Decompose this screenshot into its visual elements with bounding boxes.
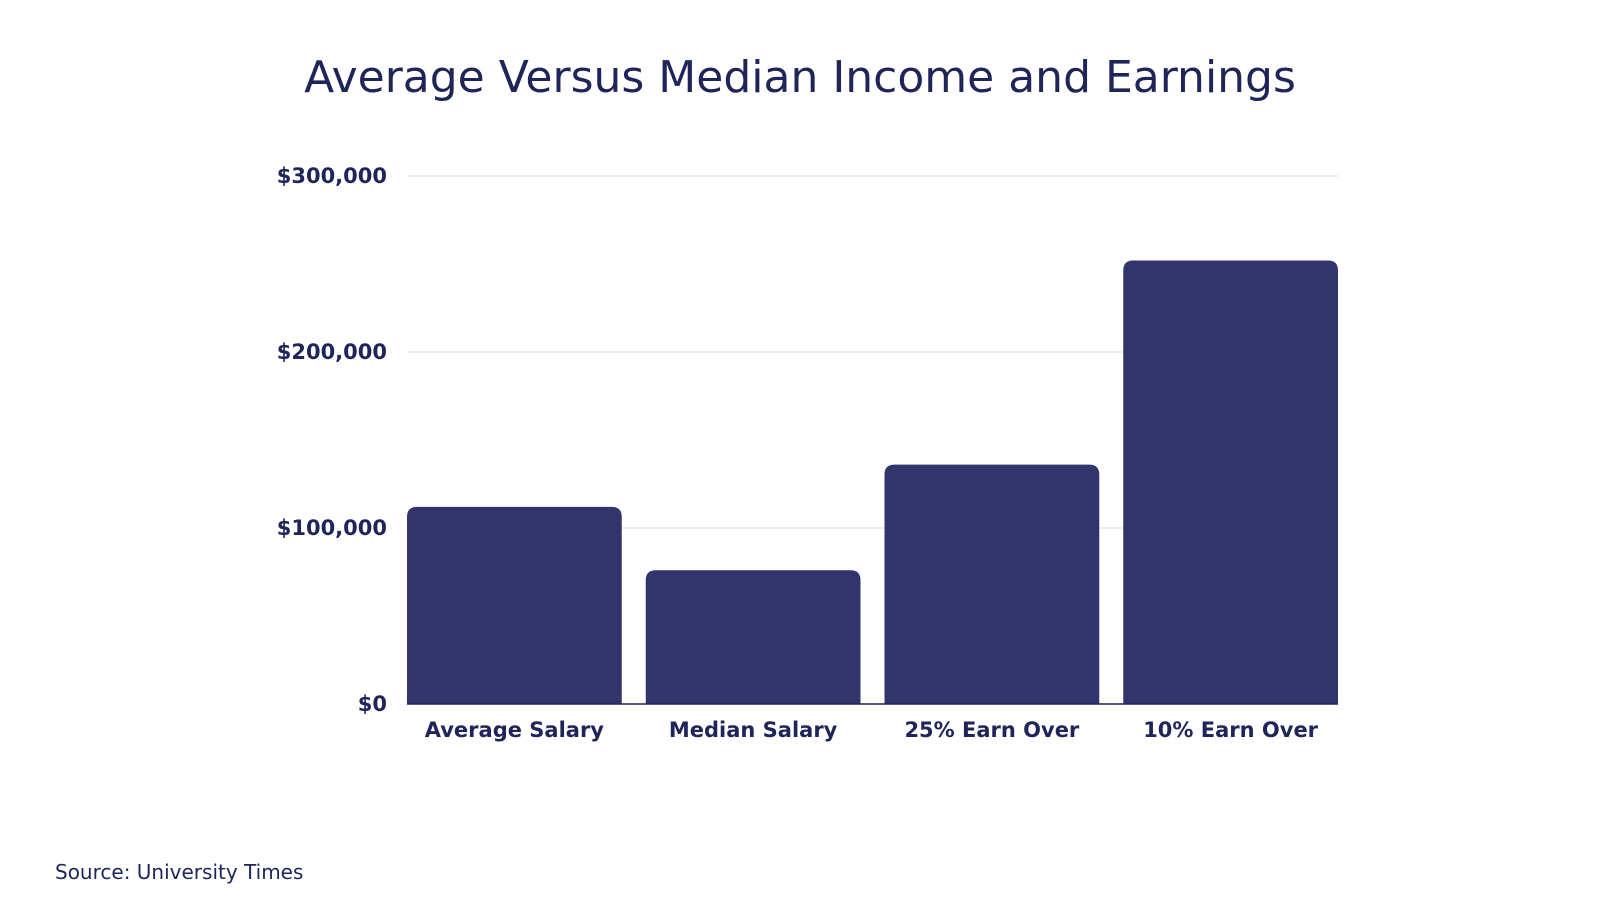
bars [407,260,1338,704]
chart-title: Average Versus Median Income and Earning… [304,52,1296,103]
bar-25-earn-over [884,464,1100,704]
y-tick-label: $300,000 [277,164,387,188]
bar-median-salary [645,570,861,704]
x-tick-label: 25% Earn Over [904,718,1079,742]
bar-average-salary [407,506,622,704]
x-tick-label: 10% Earn Over [1143,718,1318,742]
x-tick-label: Median Salary [669,718,838,742]
x-tick-label: Average Salary [425,718,605,742]
y-tick-label: $200,000 [277,340,387,364]
source-note: Source: University Times [55,860,304,884]
bar-10-earn-over [1123,260,1338,704]
y-tick-label: $100,000 [277,516,387,540]
y-tick-label: $0 [358,692,387,716]
x-tick-labels: Average Salary Median Salary 25% Earn Over… [425,718,1319,742]
y-tick-labels: $0 $100,000 $200,000 $300,000 [277,164,387,716]
